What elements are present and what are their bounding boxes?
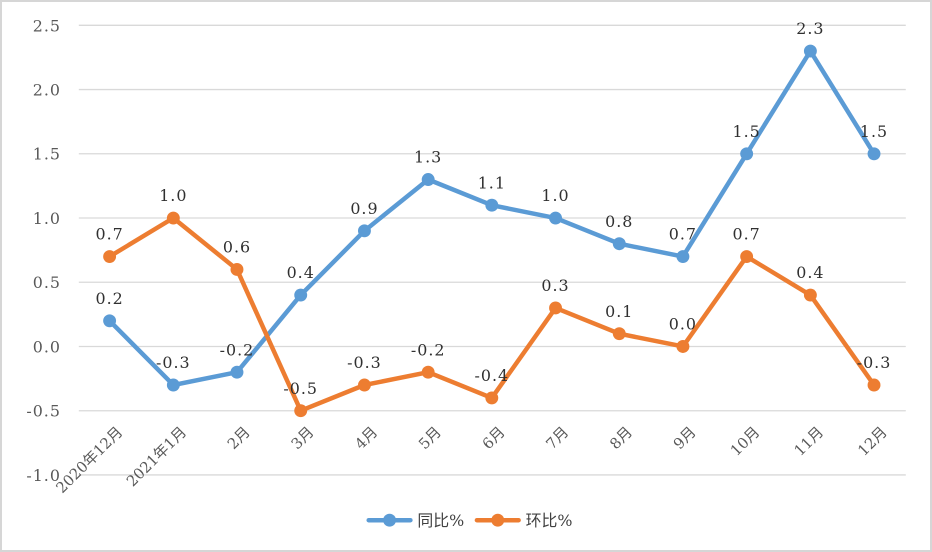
legend-label: 同比% xyxy=(417,511,464,530)
y-axis-tick-label: 2.5 xyxy=(33,16,61,35)
data-label: 1.0 xyxy=(159,186,187,205)
data-point-marker xyxy=(357,224,371,238)
data-point-marker xyxy=(612,237,626,251)
x-axis-category-label: 2021年1月 xyxy=(123,423,190,490)
legend-marker xyxy=(383,513,397,527)
data-point-marker xyxy=(676,340,690,353)
x-axis-category-label: 6月 xyxy=(479,423,509,453)
y-axis-tick-label: 0.5 xyxy=(33,273,61,292)
data-label: -0.4 xyxy=(475,366,510,385)
data-point-marker xyxy=(803,288,817,302)
data-point-marker xyxy=(294,404,308,418)
data-label: 0.1 xyxy=(605,302,633,321)
y-axis-tick-label: -1.0 xyxy=(26,466,61,485)
y-axis-tick-label: 2.0 xyxy=(33,81,61,100)
data-point-marker xyxy=(357,378,371,392)
data-label: 0.2 xyxy=(95,289,123,308)
x-axis-category-label: 12月 xyxy=(854,423,891,460)
x-axis-category-label: 7月 xyxy=(542,423,572,453)
data-point-marker xyxy=(294,288,308,302)
data-point-marker xyxy=(421,173,435,186)
y-axis-tick-label: 0.0 xyxy=(33,337,61,356)
data-point-marker xyxy=(676,250,690,263)
data-label: 1.3 xyxy=(414,148,442,167)
y-axis-tick-label: -0.5 xyxy=(26,402,61,421)
y-axis-tick-label: 1.0 xyxy=(33,209,61,228)
data-label: 1.0 xyxy=(541,186,569,205)
x-axis-category-label: 11月 xyxy=(790,423,827,460)
data-label: -0.3 xyxy=(347,353,382,372)
data-label: 0.7 xyxy=(95,225,123,244)
x-axis-category-label: 3月 xyxy=(287,423,317,453)
data-point-marker xyxy=(166,378,180,392)
x-axis-category-label: 8月 xyxy=(606,423,636,453)
data-label: 0.8 xyxy=(605,212,633,231)
data-label: 0.3 xyxy=(541,276,569,295)
data-point-marker xyxy=(103,250,117,263)
data-point-marker xyxy=(103,314,117,328)
data-label: 1.5 xyxy=(860,122,888,141)
data-label: -0.2 xyxy=(220,340,255,359)
data-point-marker xyxy=(740,147,754,161)
data-point-marker xyxy=(485,198,499,212)
data-label: -0.3 xyxy=(857,353,892,372)
data-label: -0.5 xyxy=(283,379,318,398)
data-label: 1.5 xyxy=(733,122,761,141)
x-axis-category-label: 9月 xyxy=(670,423,700,453)
data-point-marker xyxy=(612,327,626,341)
data-label: 0.9 xyxy=(350,199,378,218)
legend-marker xyxy=(491,513,505,527)
x-axis-category-label: 2020年12月 xyxy=(52,423,126,497)
data-point-marker xyxy=(421,365,435,379)
data-label: 1.1 xyxy=(478,173,506,192)
data-label: 0.0 xyxy=(669,315,697,334)
data-point-marker xyxy=(549,301,562,315)
data-label: 2.3 xyxy=(796,19,824,38)
x-axis-category-label: 5月 xyxy=(415,423,445,453)
data-point-marker xyxy=(740,250,754,263)
data-point-marker xyxy=(867,147,881,161)
data-label: 0.4 xyxy=(796,263,824,282)
data-point-marker xyxy=(230,365,244,379)
data-point-marker xyxy=(485,391,499,405)
y-axis-tick-label: 1.5 xyxy=(33,145,61,164)
x-axis-category-label: 2月 xyxy=(224,423,254,453)
data-label: -0.2 xyxy=(411,340,446,359)
x-axis-category-label: 10月 xyxy=(727,423,764,460)
data-point-marker xyxy=(549,211,562,225)
data-label: 0.7 xyxy=(669,225,697,244)
data-point-marker xyxy=(166,211,180,225)
legend-label: 环比% xyxy=(526,511,573,530)
data-point-marker xyxy=(230,262,244,276)
data-point-marker xyxy=(867,378,881,392)
data-label: 0.6 xyxy=(223,238,251,257)
data-label: 0.4 xyxy=(287,263,315,282)
data-label: 0.7 xyxy=(733,225,761,244)
data-label: -0.3 xyxy=(156,353,191,372)
data-point-marker xyxy=(803,44,817,58)
x-axis-category-label: 4月 xyxy=(351,423,381,453)
